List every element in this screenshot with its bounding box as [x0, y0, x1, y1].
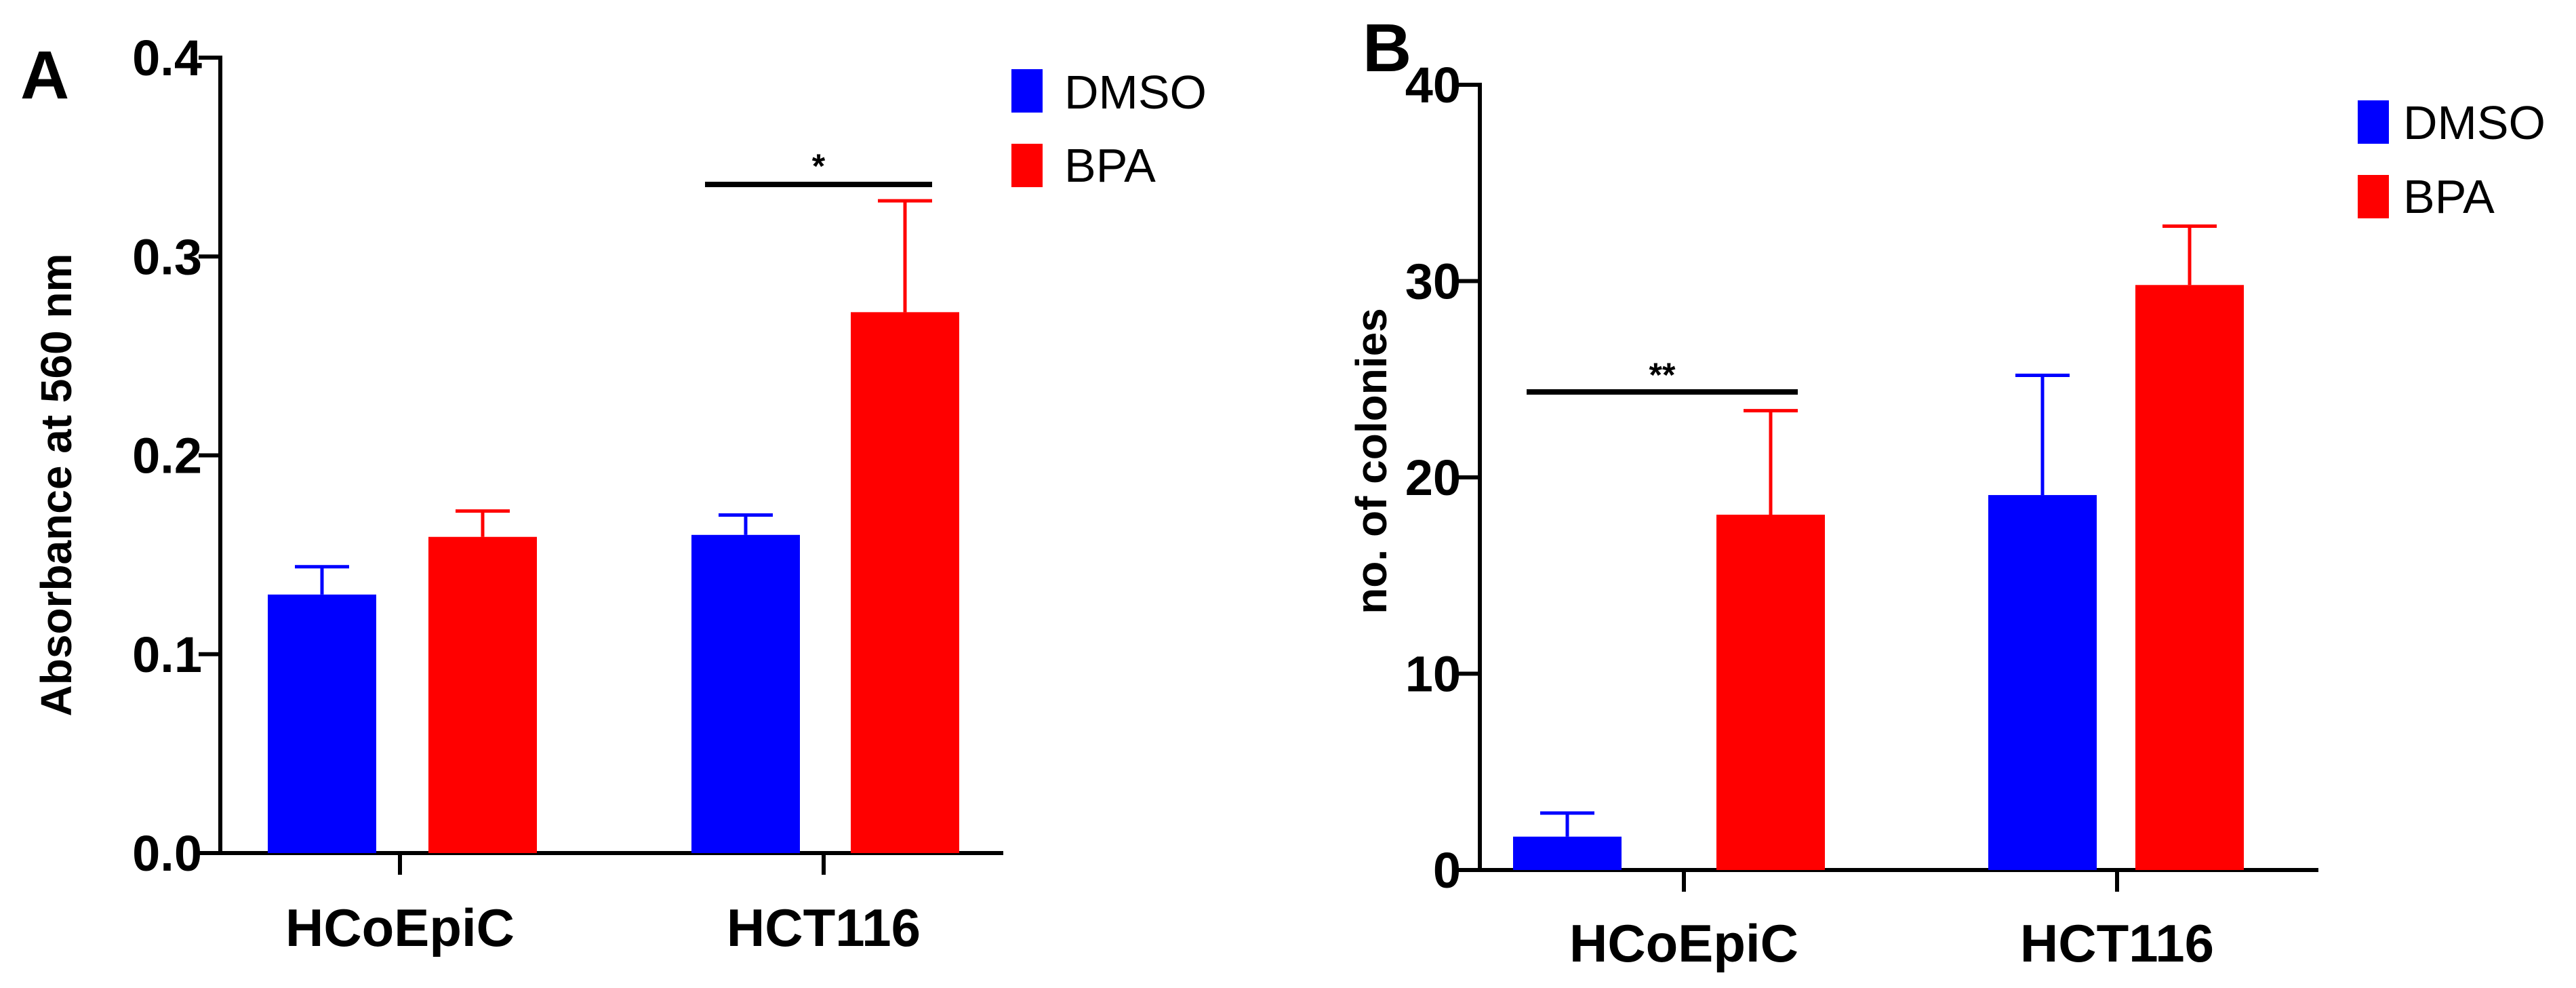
- panel-b-legend: DMSO BPA: [2358, 96, 2545, 223]
- panel-a-y-axis-label: Absorbance at 560 nm: [32, 254, 81, 717]
- panel-b-legend-swatch-bpa: [2358, 175, 2389, 218]
- panel-b-y-tick-label: 0: [1433, 842, 1461, 898]
- panel-b: B no. of colonies DMSO BPA 0 10 20 30 40 HCoE…: [1347, 10, 2545, 973]
- panel-b-y-tick-label: 30: [1405, 254, 1461, 310]
- panel-b-letter: B: [1363, 10, 1411, 86]
- panel-a-legend-label-dmso: DMSO: [1064, 66, 1207, 119]
- panel-a-legend: DMSO BPA: [1011, 66, 1207, 192]
- panel-a-x-tick-label: HCoEpiC: [285, 898, 515, 957]
- panel-b-legend-swatch-dmso: [2358, 100, 2389, 144]
- panel-a-legend-swatch-bpa: [1011, 144, 1043, 187]
- panel-b-y-tick-label: 20: [1405, 450, 1461, 506]
- panel-b-plot-area: 0 10 20 30 40 HCoEpiC HCT116 **: [1405, 57, 2318, 973]
- panel-a-bar-bpa-hct116: [851, 312, 959, 853]
- panel-a-bar-dmso-hcoepic: [268, 594, 376, 853]
- panel-a-significance-label: *: [812, 147, 826, 185]
- panel-b-bar-bpa-hct116: [2135, 285, 2244, 870]
- panel-b-bar-dmso-hct116: [1988, 495, 2097, 870]
- panel-b-y-tick-label: 10: [1405, 646, 1461, 703]
- panel-b-x-tick-label: HCT116: [2020, 913, 2214, 973]
- panel-b-x-tick-label: HCoEpiC: [1569, 913, 1798, 973]
- panel-b-y-axis-label: no. of colonies: [1347, 308, 1396, 614]
- panel-a-bar-dmso-hct116: [691, 534, 800, 853]
- panel-b-significance-label: **: [1649, 356, 1676, 394]
- panel-a-legend-swatch-dmso: [1011, 69, 1043, 113]
- panel-a-y-tick-label: 0.3: [132, 229, 202, 285]
- panel-a-y-tick-label: 0.0: [132, 825, 202, 882]
- panel-a-y-tick-label: 0.2: [132, 428, 202, 484]
- panel-b-legend-label-dmso: DMSO: [2403, 96, 2545, 149]
- panel-a-letter: A: [20, 37, 69, 113]
- panel-a-plot-area: 0.0 0.1 0.2 0.3 0.4 HCoEpiC HCT116 *: [132, 30, 1003, 957]
- panel-a-legend-label-bpa: BPA: [1064, 139, 1156, 192]
- panel-b-legend-label-bpa: BPA: [2403, 170, 2495, 223]
- panel-b-bar-dmso-hcoepic: [1513, 836, 1622, 870]
- panel-a-y-tick-label: 0.4: [132, 30, 202, 86]
- panel-a: A Absorbance at 560 nm DMSO BPA 0.00.10.…: [20, 30, 1207, 957]
- panel-a-x-tick-label: HCT116: [727, 898, 921, 957]
- panel-a-y-tick-label: 0.1: [132, 627, 202, 683]
- panel-b-y-tick-label: 40: [1405, 57, 1461, 113]
- panel-a-bar-bpa-hcoepic: [428, 536, 537, 853]
- panel-b-bar-bpa-hcoepic: [1716, 515, 1825, 870]
